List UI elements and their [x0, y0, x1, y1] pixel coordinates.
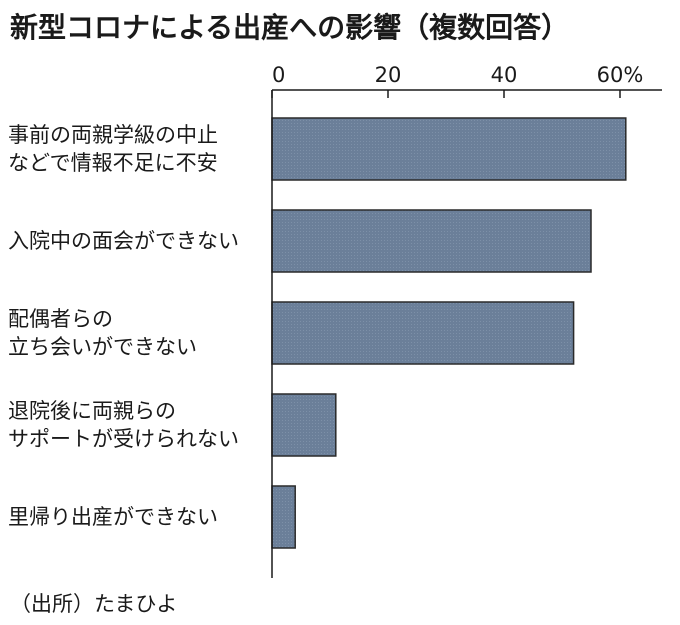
chart-title: 新型コロナによる出産への影響（複数回答） — [10, 11, 570, 44]
bar — [271, 301, 575, 365]
x-tick-label: 20 — [375, 63, 402, 87]
source-note: （出所）たまひよ — [10, 592, 178, 616]
category-label: 里帰り出産ができない — [8, 505, 218, 529]
x-tick-label: 40 — [491, 63, 518, 87]
bar — [271, 117, 627, 181]
category-label: 配偶者らの 立ち会いができない — [8, 307, 197, 359]
x-tick-label: 60% — [597, 63, 644, 87]
category-label: 退院後に両親らの サポートが受けられない — [8, 399, 239, 451]
bar — [271, 393, 337, 457]
bar — [271, 485, 296, 549]
category-label: 入院中の面会ができない — [8, 229, 239, 253]
category-label: 事前の両親学級の中止 などで情報不足に不安 — [8, 123, 218, 175]
bar — [271, 209, 592, 273]
x-tick-label: 0 — [272, 63, 285, 87]
